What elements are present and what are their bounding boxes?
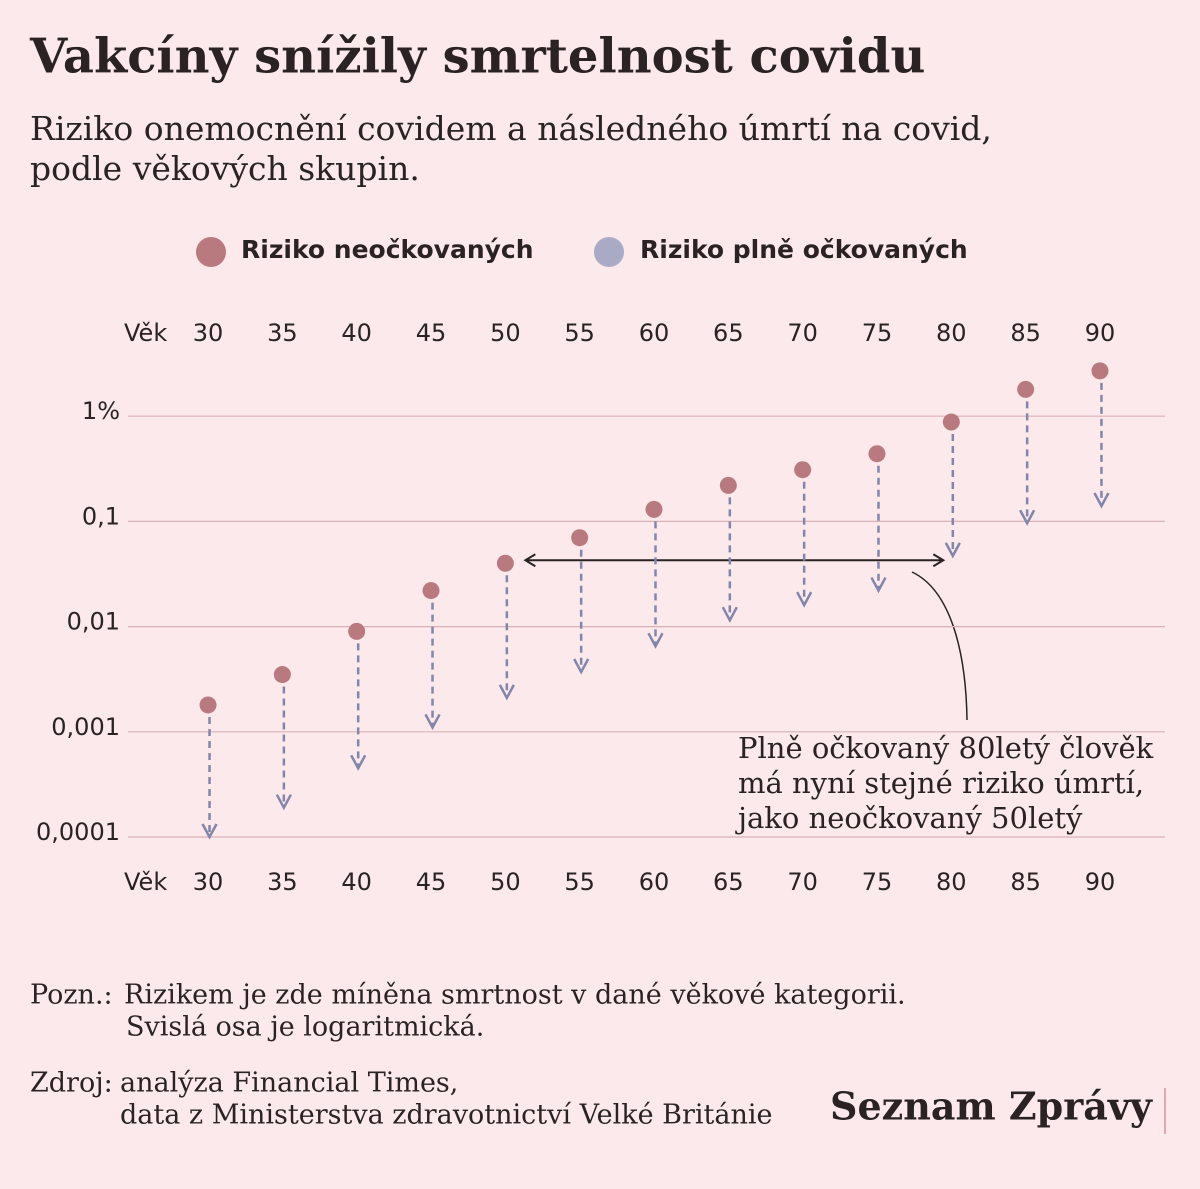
x-tick-label: 40	[341, 868, 372, 896]
legend-label: Riziko plně očkovaných	[640, 235, 968, 264]
note: Rizikem je zde míněna smrtnost v dané vě…	[124, 980, 906, 1011]
x-tick-label: 65	[713, 319, 744, 347]
annotation: Plně očkovaný 80letý člověk	[738, 731, 1154, 765]
x-tick-label: 65	[713, 868, 744, 896]
arrow-head	[870, 576, 887, 594]
legend-swatch	[594, 237, 624, 267]
x-tick-label: 40	[341, 319, 372, 347]
legend-swatch	[196, 237, 226, 267]
x-tick-label: 45	[416, 319, 447, 347]
comparison-arrow-line	[523, 553, 946, 568]
arrow-head	[796, 591, 813, 608]
risk-dot	[1091, 362, 1109, 380]
risk-dot	[868, 445, 886, 463]
annotation: má nyní stejné riziko úmrtí,	[738, 766, 1144, 800]
source-label: Zdroj:	[30, 1068, 113, 1099]
comparison-arrow	[523, 553, 946, 568]
risk-dot	[273, 666, 291, 684]
arrow-head	[1019, 509, 1036, 526]
y-tick-label: 1%	[82, 397, 120, 425]
legend-label: Riziko neočkovaných	[241, 235, 534, 264]
x-tick-label: 60	[639, 319, 670, 347]
x-tick-label: 85	[1010, 868, 1041, 896]
risk-dot	[942, 413, 960, 431]
risk-dot	[571, 529, 589, 547]
risk-dot	[1017, 380, 1035, 398]
risk-dot	[348, 622, 366, 640]
x-tick-label: 85	[1010, 319, 1041, 347]
source: analýza Financial Times,	[120, 1068, 458, 1099]
risk-dot	[645, 500, 663, 518]
x-axis-label: Věk	[124, 868, 167, 896]
y-tick-label: 0,1	[82, 502, 120, 530]
arrow-head	[647, 632, 664, 649]
x-tick-label: 35	[267, 319, 298, 347]
y-tick-label: 0,0001	[36, 818, 120, 846]
arrow-head	[944, 542, 961, 559]
annotation: jako neočkovaný 50letý	[735, 801, 1083, 835]
x-tick-label: 90	[1085, 868, 1116, 896]
subtitle: podle věkových skupin.	[30, 149, 420, 188]
x-tick-label: 80	[936, 319, 967, 347]
x-tick-label: 55	[564, 319, 595, 347]
x-tick-label: 55	[564, 868, 595, 896]
x-tick-label: 60	[639, 868, 670, 896]
chart-title: Vakcíny snížily smrtelnost covidu	[29, 29, 925, 85]
x-axis-label: Věk	[124, 319, 167, 347]
note: Svislá osa je logaritmická.	[126, 1012, 484, 1043]
x-tick-label: 70	[787, 868, 818, 896]
note-label: Pozn.:	[30, 980, 113, 1011]
x-tick-label: 80	[936, 868, 967, 896]
annotation-leader	[911, 571, 968, 721]
x-tick-label: 75	[862, 319, 893, 347]
x-tick-label: 75	[862, 868, 893, 896]
arrow-head	[1093, 492, 1110, 509]
x-tick-label: 50	[490, 319, 521, 347]
arrow-head	[573, 658, 590, 675]
y-tick-label: 0,001	[51, 713, 120, 741]
x-tick-label: 30	[193, 868, 224, 896]
risk-dot	[496, 554, 514, 572]
arrow-head	[721, 606, 738, 623]
subtitle: Riziko onemocnění covidem a následného ú…	[30, 109, 992, 148]
logo: Seznam Zprávy	[830, 1084, 1153, 1129]
arrow-head	[350, 754, 367, 771]
risk-dot	[199, 696, 217, 714]
risk-dot	[422, 582, 440, 600]
arrow-head	[201, 823, 218, 840]
x-tick-label: 90	[1085, 319, 1116, 347]
arrow-head	[275, 794, 292, 811]
x-tick-label: 70	[787, 319, 818, 347]
x-tick-label: 45	[416, 868, 447, 896]
arrow-head	[498, 684, 515, 701]
x-tick-label: 30	[193, 319, 224, 347]
x-tick-label: 35	[267, 868, 298, 896]
arrow-head	[424, 713, 441, 731]
x-tick-label: 50	[490, 868, 521, 896]
y-tick-label: 0,01	[67, 608, 120, 636]
risk-dot	[794, 461, 812, 479]
source: data z Ministerstva zdravotnictví Velké …	[120, 1100, 772, 1131]
risk-dot	[719, 476, 737, 494]
